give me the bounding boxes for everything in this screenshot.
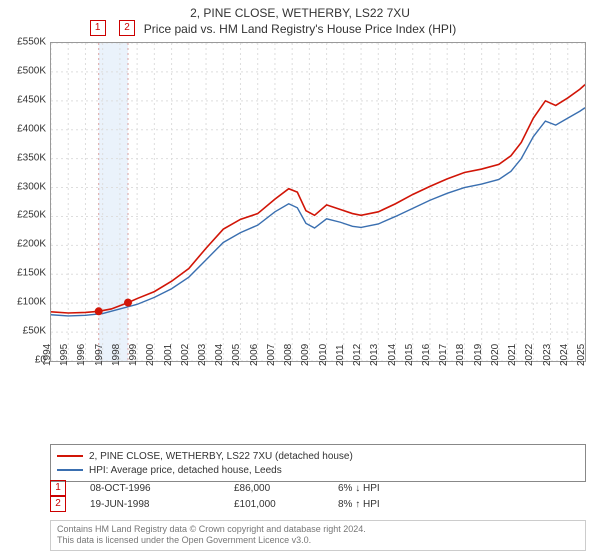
x-tick-label: 2016 <box>421 344 432 366</box>
y-tick-label: £300K <box>2 181 46 192</box>
x-tick-label: 1995 <box>59 344 70 366</box>
legend-swatch <box>57 455 83 457</box>
x-tick-label: 1996 <box>76 344 87 366</box>
plot-area <box>50 42 586 362</box>
legend: 2, PINE CLOSE, WETHERBY, LS22 7XU (detac… <box>50 444 586 482</box>
y-tick-label: £200K <box>2 239 46 250</box>
x-tick-label: 2023 <box>542 344 553 366</box>
x-tick-label: 2004 <box>214 344 225 366</box>
x-tick-label: 2013 <box>369 344 380 366</box>
footer-line: Contains HM Land Registry data © Crown c… <box>57 524 579 535</box>
x-tick-label: 1999 <box>128 344 139 366</box>
x-tick-label: 1997 <box>94 344 105 366</box>
page-title: 2, PINE CLOSE, WETHERBY, LS22 7XU <box>0 0 600 20</box>
x-tick-label: 1998 <box>111 344 122 366</box>
x-tick-label: 2022 <box>524 344 535 366</box>
chart-container: 2, PINE CLOSE, WETHERBY, LS22 7XU Price … <box>0 0 600 560</box>
x-tick-label: 2007 <box>266 344 277 366</box>
attribution-footer: Contains HM Land Registry data © Crown c… <box>50 520 586 551</box>
y-tick-label: £500K <box>2 65 46 76</box>
x-tick-label: 2002 <box>180 344 191 366</box>
sales-row: 1 08-OCT-1996 £86,000 6% ↓ HPI <box>50 480 586 496</box>
y-tick-label: £0 <box>2 355 46 366</box>
y-tick-label: £150K <box>2 268 46 279</box>
legend-swatch <box>57 469 83 471</box>
plot-svg <box>51 43 585 361</box>
x-tick-label: 2017 <box>438 344 449 366</box>
sale-date: 19-JUN-1998 <box>90 499 210 510</box>
sale-marker-badge: 1 <box>90 20 106 36</box>
y-tick-label: £250K <box>2 210 46 221</box>
x-tick-label: 2008 <box>283 344 294 366</box>
x-tick-label: 2025 <box>576 344 587 366</box>
x-tick-label: 2015 <box>404 344 415 366</box>
sale-price: £101,000 <box>234 499 314 510</box>
y-tick-label: £350K <box>2 152 46 163</box>
x-tick-label: 2006 <box>249 344 260 366</box>
legend-item-hpi: HPI: Average price, detached house, Leed… <box>57 463 579 477</box>
sale-badge: 2 <box>50 496 66 512</box>
sale-diff: 8% ↑ HPI <box>338 499 418 510</box>
sale-date: 08-OCT-1996 <box>90 483 210 494</box>
sale-badge: 1 <box>50 480 66 496</box>
x-tick-label: 2005 <box>231 344 242 366</box>
x-tick-label: 2018 <box>455 344 466 366</box>
sale-diff: 6% ↓ HPI <box>338 483 418 494</box>
y-tick-label: £550K <box>2 37 46 48</box>
y-tick-label: £50K <box>2 326 46 337</box>
y-tick-label: £100K <box>2 297 46 308</box>
legend-label: 2, PINE CLOSE, WETHERBY, LS22 7XU (detac… <box>89 451 353 462</box>
x-tick-label: 2011 <box>335 344 346 366</box>
sales-row: 2 19-JUN-1998 £101,000 8% ↑ HPI <box>50 496 586 512</box>
legend-item-subject: 2, PINE CLOSE, WETHERBY, LS22 7XU (detac… <box>57 449 579 463</box>
x-tick-label: 2012 <box>352 344 363 366</box>
x-tick-label: 2014 <box>387 344 398 366</box>
legend-label: HPI: Average price, detached house, Leed… <box>89 465 282 476</box>
x-tick-label: 2001 <box>163 344 174 366</box>
footer-line: This data is licensed under the Open Gov… <box>57 535 579 546</box>
x-tick-label: 2020 <box>490 344 501 366</box>
x-tick-label: 2021 <box>507 344 518 366</box>
y-tick-label: £450K <box>2 94 46 105</box>
sales-table: 1 08-OCT-1996 £86,000 6% ↓ HPI 2 19-JUN-… <box>50 480 586 512</box>
x-tick-label: 2003 <box>197 344 208 366</box>
x-tick-label: 2010 <box>318 344 329 366</box>
x-tick-label: 1994 <box>42 344 53 366</box>
x-tick-label: 2009 <box>300 344 311 366</box>
sale-marker-badge: 2 <box>119 20 135 36</box>
x-tick-label: 2000 <box>145 344 156 366</box>
sale-price: £86,000 <box>234 483 314 494</box>
x-tick-label: 2019 <box>473 344 484 366</box>
chart-area: £0 £50K £100K £150K £200K £250K £300K £350K £400… <box>0 42 600 402</box>
x-tick-label: 2024 <box>559 344 570 366</box>
y-tick-label: £400K <box>2 123 46 134</box>
